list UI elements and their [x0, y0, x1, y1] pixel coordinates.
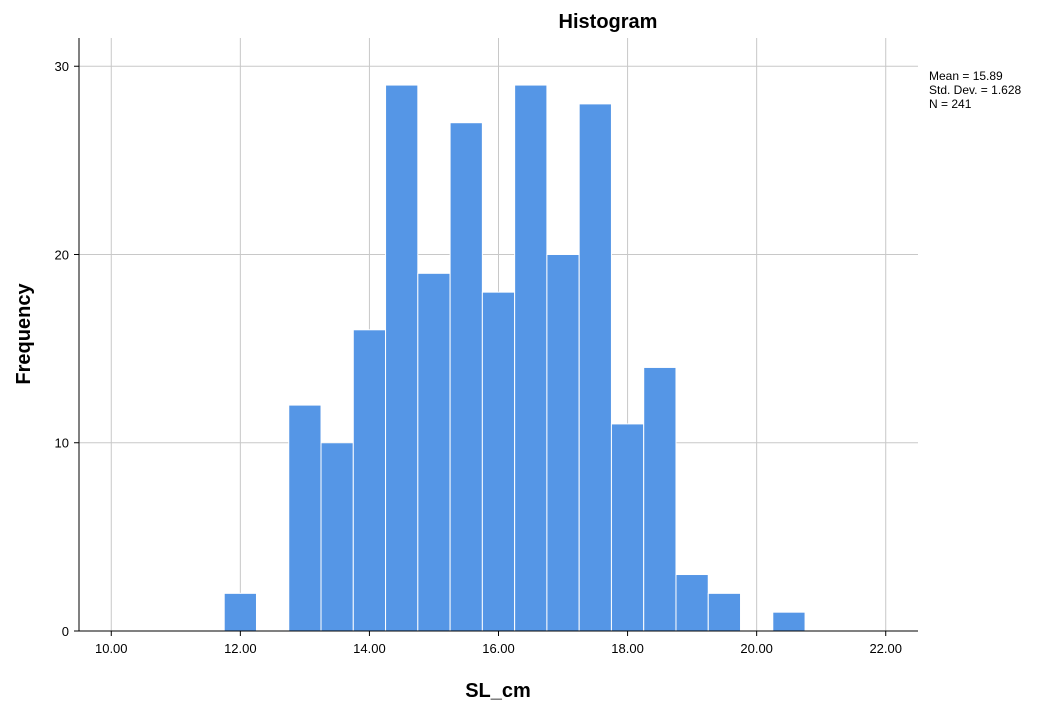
y-tick-label: 20 — [55, 247, 69, 262]
chart-title: Histogram — [559, 11, 658, 33]
histogram-bar — [675, 574, 709, 632]
x-axis-title: SL_cm — [465, 680, 531, 702]
bars — [223, 84, 806, 632]
x-tick-label: 20.00 — [740, 641, 773, 656]
y-tick-label: 0 — [62, 624, 69, 639]
y-axis-title: Frequency — [13, 283, 35, 385]
histogram-bar — [643, 366, 677, 632]
histogram-bar — [288, 404, 322, 632]
histogram-bar — [707, 592, 742, 632]
x-tick-label: 10.00 — [95, 641, 128, 656]
y-tick-label: 10 — [55, 436, 69, 451]
histogram-bar — [610, 423, 645, 632]
x-tick-label: 16.00 — [482, 641, 515, 656]
y-tick-label: 30 — [55, 59, 69, 74]
stats-box: Mean = 15.89 Std. Dev. = 1.628 N = 241 — [929, 69, 1021, 111]
x-tick-label: 12.00 — [224, 641, 257, 656]
grid-lines — [79, 38, 918, 631]
stats-std-dev: Std. Dev. = 1.628 — [929, 83, 1021, 97]
stats-n: N = 241 — [929, 97, 972, 111]
histogram-bar — [320, 442, 354, 632]
histogram-bar — [352, 329, 387, 632]
x-tick-label: 18.00 — [611, 641, 644, 656]
histogram-bar — [772, 611, 806, 632]
histogram-bar — [481, 291, 516, 632]
x-tick-labels: 10.00 12.00 14.00 16.00 18.00 20.00 22.00 — [95, 631, 902, 656]
y-tick-labels: 0 10 20 30 — [55, 59, 79, 639]
x-tick-label: 14.00 — [353, 641, 386, 656]
stats-mean: Mean = 15.89 — [929, 69, 1003, 83]
x-tick-label: 22.00 — [869, 641, 902, 656]
histogram-bar — [385, 84, 419, 632]
histogram-bar — [449, 122, 483, 632]
histogram-bar — [546, 253, 580, 632]
histogram-bar — [417, 272, 451, 632]
histogram-bar — [223, 592, 257, 632]
histogram-bar — [578, 103, 612, 632]
histogram-bar — [514, 84, 548, 632]
